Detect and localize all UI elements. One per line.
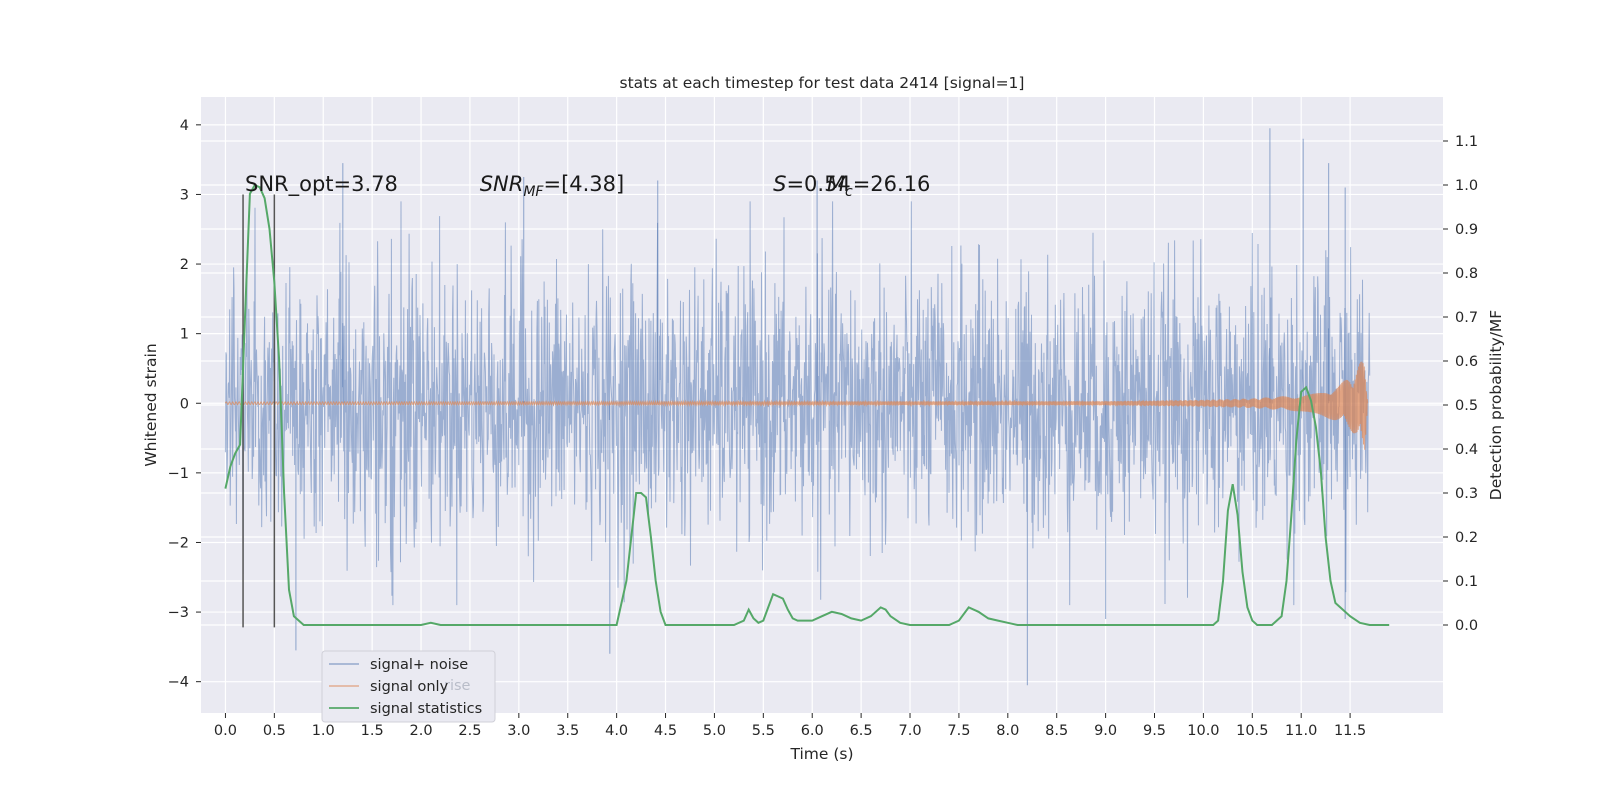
x-tick-label: 3.5 bbox=[556, 723, 579, 739]
signal-noise-line bbox=[224, 201, 1371, 606]
y-right-tick-label: 0.6 bbox=[1455, 354, 1478, 370]
signal-noise-peaks bbox=[295, 128, 1346, 686]
x-tick-label: 0.0 bbox=[214, 723, 237, 739]
y-tick-label: −1 bbox=[168, 466, 189, 482]
x-tick-label: 4.5 bbox=[654, 723, 677, 739]
x-tick-label: 8.0 bbox=[996, 723, 1019, 739]
y-tick-label: −3 bbox=[168, 605, 189, 621]
y-right-tick-label: 0.0 bbox=[1455, 618, 1478, 634]
y-right-tick-label: 0.5 bbox=[1455, 398, 1478, 414]
x-tick-label: 8.5 bbox=[1045, 723, 1068, 739]
legend-hidden-text: rise bbox=[444, 678, 471, 694]
y-right-tick-label: 0.1 bbox=[1455, 574, 1478, 590]
series-signal-only bbox=[224, 361, 1369, 450]
annotation-mc: Mc=26.16 bbox=[827, 172, 931, 200]
annotation-stat-s: S=0.54 bbox=[773, 172, 851, 196]
x-tick-label: 11.0 bbox=[1285, 723, 1317, 739]
legend-box bbox=[321, 650, 496, 723]
axis-ticks: 0.0 0.5 1.0 1.5 2.0 2.5 3.0 3.5 4.0 4.5 5.0 5.5 6.0 6… bbox=[168, 118, 1478, 739]
x-tick-label: 1.5 bbox=[361, 723, 384, 739]
x-tick-label: 2.0 bbox=[410, 723, 433, 739]
x-tick-label: 7.0 bbox=[898, 723, 921, 739]
y-tick-label: 3 bbox=[180, 187, 189, 203]
annotation-snr-opt: SNR_opt=3.78 bbox=[245, 172, 398, 197]
x-tick-label: 9.5 bbox=[1143, 723, 1166, 739]
y-tick-label: 2 bbox=[180, 257, 189, 273]
x-tick-label: 9.0 bbox=[1094, 723, 1117, 739]
legend: rise signal+ noise signal only signal st… bbox=[321, 650, 496, 723]
y-right-tick-label: 0.4 bbox=[1455, 442, 1478, 458]
y-tick-label: −4 bbox=[168, 675, 189, 691]
signal-statistics-line bbox=[224, 183, 1390, 626]
y-tick-label: 0 bbox=[180, 396, 189, 412]
x-tick-label: 6.5 bbox=[850, 723, 873, 739]
signal-only-line bbox=[224, 361, 1369, 450]
chart-title: stats at each timestep for test data 241… bbox=[620, 74, 1025, 92]
x-tick-label: 5.0 bbox=[703, 723, 726, 739]
y-right-tick-label: 0.8 bbox=[1455, 266, 1478, 282]
y-tick-label: −2 bbox=[168, 535, 189, 551]
y-right-tick-label: 0.3 bbox=[1455, 486, 1478, 502]
series-signal-statistics bbox=[224, 183, 1390, 626]
x-tick-label: 6.0 bbox=[801, 723, 824, 739]
y-axis-label: Whitened strain bbox=[142, 343, 160, 466]
x-tick-label: 3.0 bbox=[507, 723, 530, 739]
y-right-tick-label: 0.7 bbox=[1455, 310, 1478, 326]
series-signal-noise bbox=[224, 128, 1371, 686]
legend-label-signal-statistics: signal statistics bbox=[370, 701, 482, 717]
y-right-tick-label: 0.9 bbox=[1455, 222, 1478, 238]
y-tick-label: 4 bbox=[180, 118, 189, 134]
x-tick-label: 10.5 bbox=[1236, 723, 1268, 739]
y-right-tick-label: 0.2 bbox=[1455, 530, 1478, 546]
x-tick-label: 4.0 bbox=[605, 723, 628, 739]
legend-label-signal-only: signal only bbox=[370, 679, 449, 695]
y-axis-right-label: Detection probability/MF bbox=[1487, 310, 1505, 501]
x-tick-label: 7.5 bbox=[947, 723, 970, 739]
annotation-snr-mf: SNRMF=[4.38] bbox=[480, 172, 625, 200]
x-tick-label: 0.5 bbox=[263, 723, 286, 739]
y-right-tick-label: 1.0 bbox=[1455, 178, 1478, 194]
x-tick-label: 11.5 bbox=[1334, 723, 1366, 739]
x-tick-label: 1.0 bbox=[312, 723, 335, 739]
x-axis-label: Time (s) bbox=[789, 745, 853, 763]
x-tick-label: 10.0 bbox=[1187, 723, 1219, 739]
legend-label-signal-noise: signal+ noise bbox=[370, 657, 468, 673]
reference-lines bbox=[242, 194, 276, 628]
y-right-tick-label: 1.1 bbox=[1455, 134, 1478, 150]
y-tick-label: 1 bbox=[180, 327, 189, 343]
x-tick-label: 2.5 bbox=[458, 723, 481, 739]
x-tick-label: 5.5 bbox=[752, 723, 775, 739]
